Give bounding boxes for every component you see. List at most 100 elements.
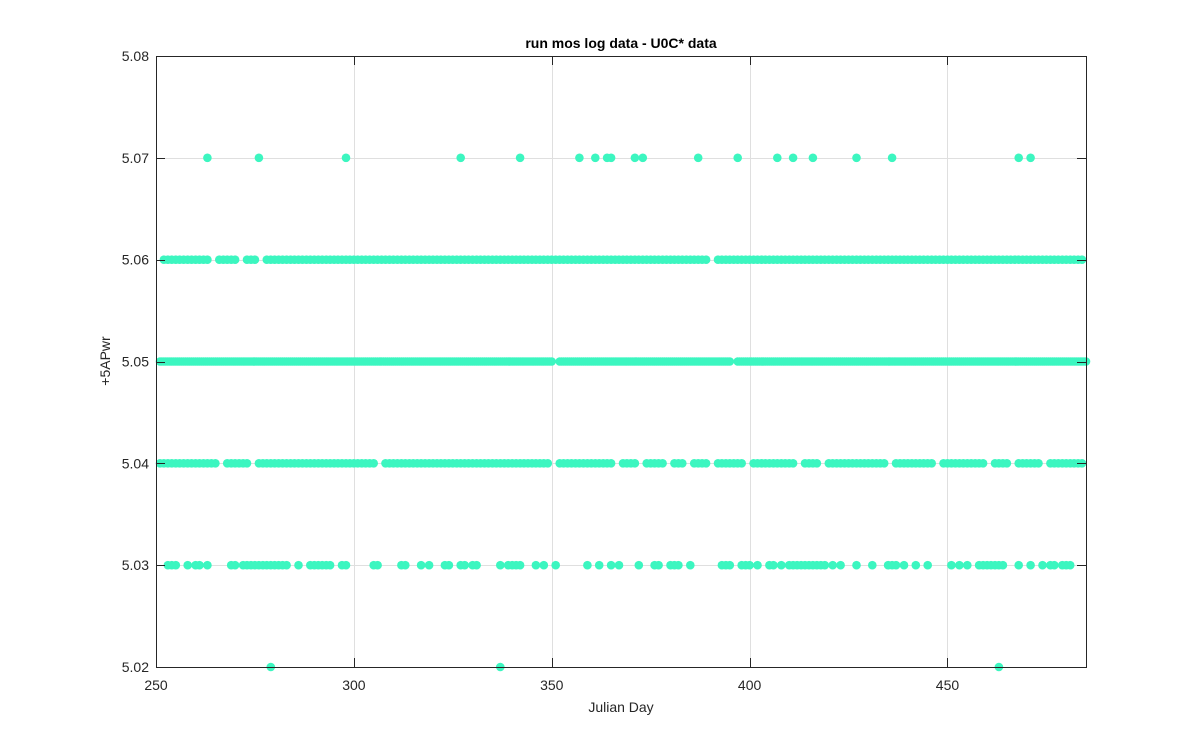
data-point	[456, 153, 466, 163]
data-point	[606, 459, 616, 468]
data-point	[416, 560, 426, 570]
x-tick-label: 300	[342, 677, 366, 693]
data-point	[852, 560, 861, 570]
data-point	[638, 153, 648, 163]
data-point	[978, 459, 988, 468]
data-point	[325, 560, 335, 570]
data-point	[923, 560, 932, 570]
data-point	[211, 459, 220, 468]
data-point	[444, 560, 454, 570]
data-points	[155, 153, 1091, 672]
data-point	[1038, 560, 1047, 570]
data-point	[230, 560, 240, 570]
x-tick-label: 450	[936, 677, 960, 693]
y-axis-label: +5APwr	[97, 336, 113, 386]
data-point	[725, 357, 735, 366]
data-point	[733, 153, 742, 163]
data-point	[812, 459, 822, 468]
data-point	[1014, 560, 1023, 570]
data-point	[1026, 560, 1035, 570]
data-point	[788, 459, 798, 468]
data-point	[963, 560, 972, 570]
data-point	[424, 560, 434, 570]
data-point	[460, 560, 470, 570]
data-point	[373, 560, 382, 570]
data-point	[606, 153, 616, 163]
data-point	[254, 153, 264, 163]
data-point	[836, 560, 845, 570]
data-point	[773, 153, 782, 163]
data-point	[887, 153, 897, 163]
data-point	[594, 560, 604, 570]
data-point	[701, 255, 711, 264]
y-tick-labels: 5.02 5.03 5.04 5.05 5.06 5.07 5.08	[122, 48, 149, 675]
data-point	[678, 459, 687, 468]
data-point	[820, 560, 830, 570]
data-point	[583, 560, 592, 570]
data-point	[401, 560, 410, 570]
data-point	[1014, 153, 1023, 163]
data-point	[242, 459, 252, 468]
data-point	[686, 560, 695, 570]
tick-marks	[156, 56, 1086, 668]
data-point	[852, 153, 861, 163]
data-point	[630, 459, 640, 468]
data-point	[515, 153, 525, 163]
data-point	[515, 560, 525, 570]
y-tick-label: 5.04	[122, 455, 149, 471]
data-point	[369, 459, 379, 468]
data-point	[725, 560, 735, 570]
data-point	[1050, 560, 1059, 570]
data-point	[203, 153, 212, 163]
data-point	[531, 560, 541, 570]
data-point	[547, 357, 556, 366]
data-point	[808, 153, 818, 163]
chart-title: run mos log data - U0C* data	[525, 35, 717, 51]
data-point	[674, 560, 683, 570]
data-point	[294, 560, 303, 570]
data-point	[868, 560, 877, 570]
data-point	[658, 459, 667, 468]
data-point	[195, 560, 204, 570]
data-point	[575, 153, 584, 163]
data-point	[891, 560, 901, 570]
data-point	[539, 560, 549, 570]
data-point	[828, 560, 837, 570]
data-point	[769, 560, 778, 570]
data-point	[777, 560, 786, 570]
x-tick-label: 400	[738, 677, 762, 693]
y-tick-label: 5.05	[122, 354, 149, 370]
data-point	[998, 560, 1008, 570]
data-point	[955, 560, 964, 570]
x-axis-label: Julian Day	[588, 699, 653, 715]
data-point	[654, 560, 663, 570]
data-point	[341, 560, 351, 570]
y-tick-label: 5.03	[122, 557, 149, 573]
x-tick-label: 250	[144, 677, 168, 693]
data-point	[614, 560, 624, 570]
data-point	[634, 560, 644, 570]
data-point	[788, 153, 798, 163]
data-point	[203, 255, 212, 264]
x-tick-labels: 250 300 350 400 450	[144, 677, 959, 693]
data-point	[911, 560, 921, 570]
data-point	[543, 459, 553, 468]
data-point	[879, 459, 889, 468]
data-point	[171, 560, 181, 570]
data-point	[701, 459, 711, 468]
data-point	[745, 560, 754, 570]
data-point	[753, 560, 762, 570]
y-tick-label: 5.02	[122, 659, 149, 675]
data-point	[630, 153, 640, 163]
data-point	[203, 560, 212, 570]
y-tick-label: 5.06	[122, 252, 149, 268]
data-point	[1002, 459, 1012, 468]
data-point	[1065, 560, 1075, 570]
data-point	[1034, 459, 1043, 468]
x-tick-label: 350	[540, 677, 564, 693]
data-point	[250, 255, 260, 264]
data-point	[496, 560, 505, 570]
y-tick-label: 5.08	[122, 48, 149, 64]
data-point	[1026, 153, 1035, 163]
